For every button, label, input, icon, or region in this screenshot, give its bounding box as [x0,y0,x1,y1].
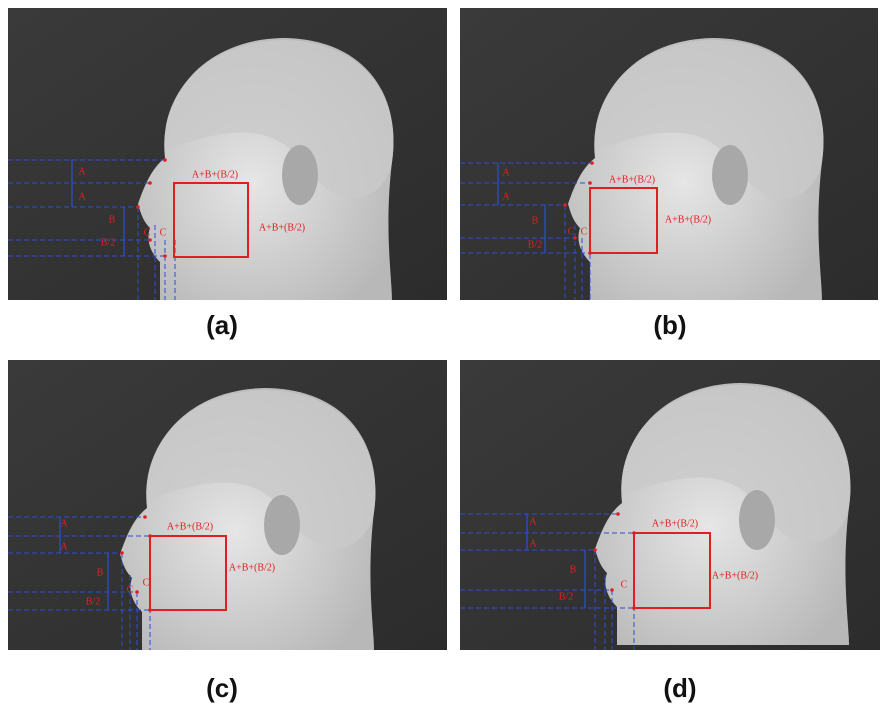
ear [282,145,318,205]
landmark [616,512,620,516]
annotation: A [502,191,510,202]
caption: (a) [206,310,238,340]
landmark [143,515,147,519]
annotation: A+B+(B/2) [167,521,213,532]
annotation: C [568,226,575,237]
caption: (b) [653,310,686,340]
caption: (d) [663,673,696,703]
panel: A A B B/2 CC A+B+(B/2) A+B+(B/2) [8,360,447,650]
annotation: A [78,191,86,202]
annotation: A [60,518,68,529]
annotation: C [144,227,151,238]
caption: (c) [206,673,238,703]
annotation: A [529,538,537,549]
annotation: A+B+(B/2) [665,214,711,225]
annotation: A+B+(B/2) [652,518,698,529]
figure: AABB/2CCA+B+(B/2)A+B+(B/2)(a)AABB/2CCA+B… [0,0,885,704]
annotation: A [529,516,537,527]
annotation: C [160,227,167,238]
landmark [610,588,614,592]
landmark [163,158,167,162]
annotation: B/2 [528,239,542,250]
annotation: A [60,541,68,552]
annotation: B [109,214,116,225]
annotation: B/2 [559,591,573,602]
panel: AA B B/2 C A+B+(B/2) A+B+(B/2) [460,360,880,650]
landmark [120,551,124,555]
annotation: A+B+(B/2) [259,222,305,233]
ear [712,145,748,205]
ear [739,490,775,550]
annotation: C [621,579,628,590]
ear [264,495,300,555]
annotation: B [570,564,577,575]
landmark [163,254,167,258]
annotation: B/2 [101,237,115,248]
landmark [563,203,567,207]
annotation: A+B+(B/2) [192,169,238,180]
landmark [148,238,152,242]
annotation: C [127,584,134,595]
landmark [590,161,594,165]
annotation: A+B+(B/2) [712,570,758,581]
landmark [588,181,592,185]
annotation: A [502,167,510,178]
landmark [135,590,139,594]
annotation: B [97,567,104,578]
annotation: B/2 [86,596,100,607]
annotation: B [532,215,539,226]
annotation: C [581,226,588,237]
annotation: A+B+(B/2) [229,562,275,573]
landmark [136,205,140,209]
landmark [148,181,152,185]
landmark [593,548,597,552]
annotation: C [143,577,150,588]
annotation: A [78,166,86,177]
annotation: A+B+(B/2) [609,174,655,185]
